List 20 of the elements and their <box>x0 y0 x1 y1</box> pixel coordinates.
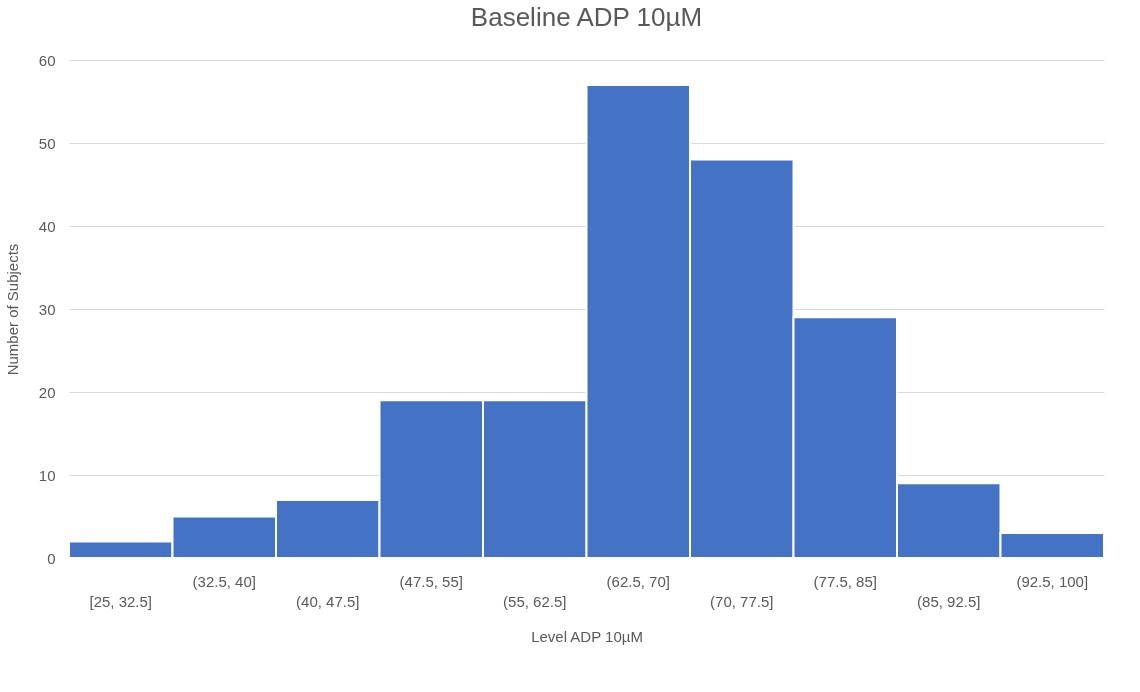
y-tick-label: 30 <box>38 300 56 318</box>
chart-title: Baseline ADP 10µM <box>470 2 703 32</box>
y-tick-label: 0 <box>47 549 56 567</box>
y-tick-label: 10 <box>38 466 56 484</box>
y-tick-label: 20 <box>38 383 56 401</box>
x-tick-label: (32.5, 40] <box>192 572 256 590</box>
y-tick-label: 60 <box>38 51 56 69</box>
x-tick-label: [25, 32.5] <box>89 592 153 610</box>
x-tick-label: (47.5, 55] <box>399 572 463 590</box>
x-tick-label: (92.5, 100] <box>1016 572 1089 590</box>
x-tick-label: (70, 77.5] <box>710 592 774 610</box>
x-axis-title: Level ADP 10µM <box>531 627 643 645</box>
y-axis-title: Number of Subjects <box>3 243 21 376</box>
x-tick-label: (85, 92.5] <box>917 592 981 610</box>
x-tick-label: (77.5, 85] <box>813 572 877 590</box>
y-tick-label: 50 <box>38 134 56 152</box>
x-tick-label: (55, 62.5] <box>503 592 567 610</box>
y-tick-label: 40 <box>38 217 56 235</box>
x-tick-label: (40, 47.5] <box>296 592 360 610</box>
x-tick-label: (62.5, 70] <box>606 572 670 590</box>
